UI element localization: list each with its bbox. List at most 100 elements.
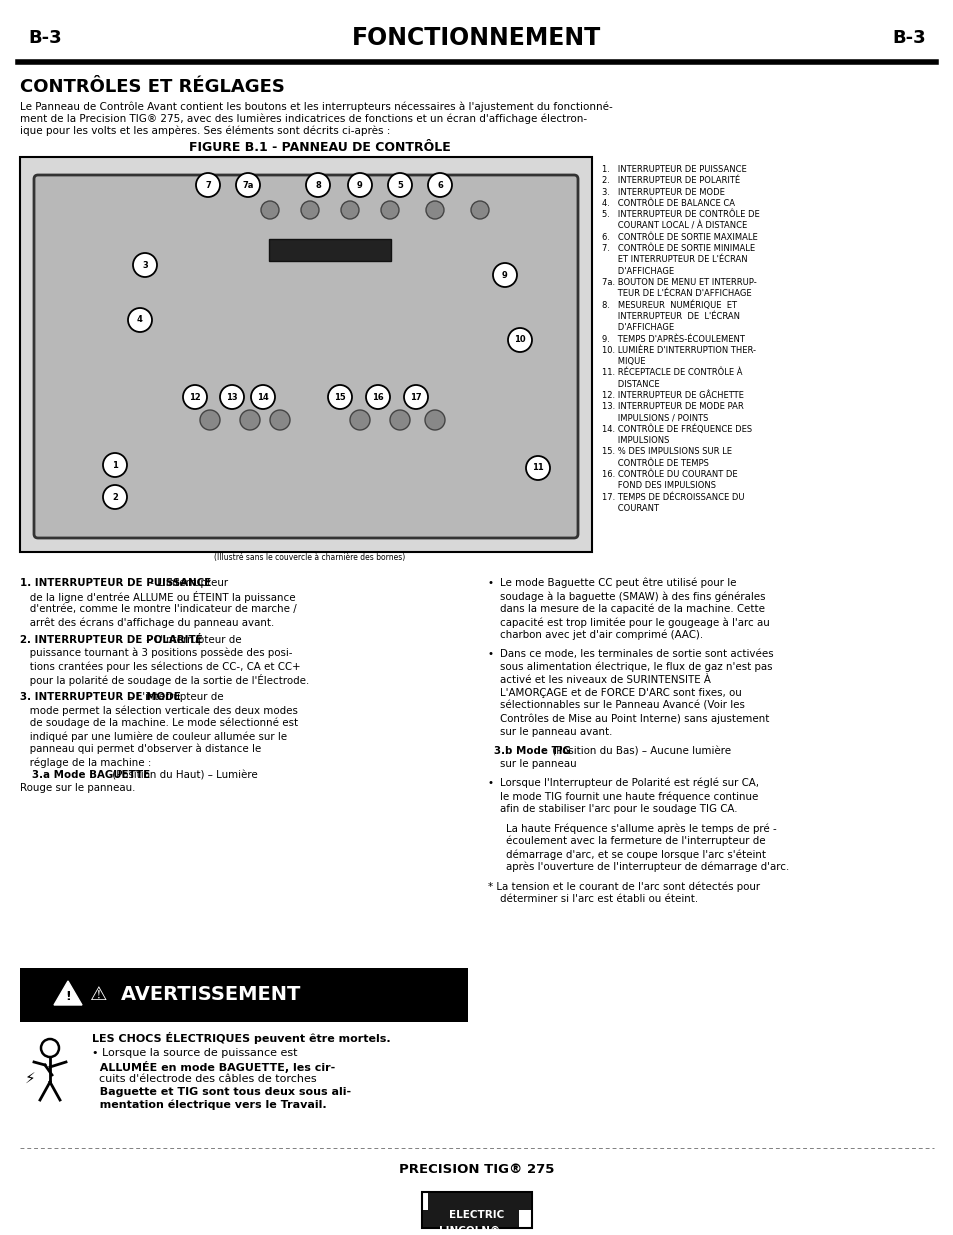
Text: sous alimentation électrique, le flux de gaz n'est pas: sous alimentation électrique, le flux de… [499,662,772,673]
Circle shape [350,410,370,430]
Text: 7.   CONTRÔLE DE SORTIE MINIMALE: 7. CONTRÔLE DE SORTIE MINIMALE [601,245,755,253]
Text: B-3: B-3 [891,28,925,47]
Text: 3.   INTERRUPTEUR DE MODE: 3. INTERRUPTEUR DE MODE [601,188,724,196]
Text: (Position du Haut) – Lumière: (Position du Haut) – Lumière [110,769,258,781]
Circle shape [388,173,412,198]
Text: (Illustré sans le couvercle à charnière des bornes): (Illustré sans le couvercle à charnière … [214,553,405,562]
Text: PRECISION TIG® 275: PRECISION TIG® 275 [399,1163,554,1176]
Text: 2. INTERRUPTEUR DE POLARITÉ: 2. INTERRUPTEUR DE POLARITÉ [20,635,203,645]
Text: arrêt des écrans d'affichage du panneau avant.: arrêt des écrans d'affichage du panneau … [20,618,274,627]
Text: cuits d'électrode des câbles de torches: cuits d'électrode des câbles de torches [91,1074,316,1084]
Text: – L'interrupteur de: – L'interrupteur de [125,692,223,701]
Text: mentation électrique vers le Travail.: mentation électrique vers le Travail. [91,1100,326,1110]
Circle shape [103,485,127,509]
Text: CONTRÔLES ET RÉGLAGES: CONTRÔLES ET RÉGLAGES [20,78,285,96]
Text: INTERRUPTEUR  DE  L'ÉCRAN: INTERRUPTEUR DE L'ÉCRAN [601,312,740,321]
Text: dans la mesure de la capacité de la machine. Cette: dans la mesure de la capacité de la mach… [499,604,764,615]
Text: LINCOLN®: LINCOLN® [439,1226,500,1235]
Circle shape [183,385,207,409]
Text: 3.a Mode BAGUETTE: 3.a Mode BAGUETTE [32,769,150,781]
Text: FONCTIONNEMENT: FONCTIONNEMENT [352,26,601,49]
Text: 2: 2 [112,493,118,501]
Text: tions crantées pour les sélections de CC-, CA et CC+: tions crantées pour les sélections de CC… [20,661,300,672]
Text: 7a: 7a [242,180,253,189]
Circle shape [195,173,220,198]
Circle shape [348,173,372,198]
Text: •: • [488,650,494,659]
FancyBboxPatch shape [428,1193,531,1210]
Text: 6: 6 [436,180,442,189]
Text: activé et les niveaux de SURINTENSITE À: activé et les niveaux de SURINTENSITE À [499,676,710,685]
Text: TEUR DE L'ÉCRAN D'AFFICHAGE: TEUR DE L'ÉCRAN D'AFFICHAGE [601,289,751,299]
Circle shape [493,263,517,287]
Text: 8.   MESUREUR  NUMÉRIQUE  ET: 8. MESUREUR NUMÉRIQUE ET [601,300,737,310]
Text: Dans ce mode, les terminales de sortie sont activées: Dans ce mode, les terminales de sortie s… [499,650,773,659]
Circle shape [366,385,390,409]
Text: de soudage de la machine. Le mode sélectionné est: de soudage de la machine. Le mode sélect… [20,718,297,729]
Text: 9: 9 [501,270,507,279]
Circle shape [471,201,489,219]
Circle shape [261,201,278,219]
Text: 1. INTERRUPTEUR DE PUISSANCE: 1. INTERRUPTEUR DE PUISSANCE [20,578,211,588]
Text: !: ! [65,989,71,1003]
Text: écoulement avec la fermeture de l'interrupteur de: écoulement avec la fermeture de l'interr… [505,836,765,846]
Circle shape [270,410,290,430]
Text: 16: 16 [372,393,383,401]
Text: 11: 11 [532,463,543,473]
Text: 4: 4 [137,315,143,325]
Text: 17: 17 [410,393,421,401]
FancyBboxPatch shape [269,240,391,261]
Circle shape [428,173,452,198]
Text: D'AFFICHAGE: D'AFFICHAGE [601,267,674,275]
Text: 9.   TEMPS D'APRÈS-ÉCOULEMENT: 9. TEMPS D'APRÈS-ÉCOULEMENT [601,335,744,343]
Text: 3: 3 [142,261,148,269]
Text: B-3: B-3 [28,28,62,47]
Text: 9: 9 [356,180,362,189]
Text: 8: 8 [314,180,320,189]
Circle shape [128,308,152,332]
Text: 1: 1 [112,461,118,469]
Text: sur le panneau avant.: sur le panneau avant. [499,727,612,737]
Text: 6.   CONTRÔLE DE SORTIE MAXIMALE: 6. CONTRÔLE DE SORTIE MAXIMALE [601,233,757,242]
Circle shape [507,329,532,352]
Text: pour la polarité de soudage de la sortie de l'Électrode.: pour la polarité de soudage de la sortie… [20,674,309,685]
Text: puissance tournant à 3 positions possède des posi-: puissance tournant à 3 positions possède… [20,648,293,658]
Text: 7a. BOUTON DE MENU ET INTERRUP-: 7a. BOUTON DE MENU ET INTERRUP- [601,278,756,287]
Text: MIQUE: MIQUE [601,357,645,366]
Text: déterminer si l'arc est établi ou éteint.: déterminer si l'arc est établi ou éteint… [499,894,698,904]
Text: ALLUMÉE en mode BAGUETTE, les cir-: ALLUMÉE en mode BAGUETTE, les cir- [91,1061,335,1073]
Text: 1.   INTERRUPTEUR DE PUISSANCE: 1. INTERRUPTEUR DE PUISSANCE [601,165,746,174]
Text: 14: 14 [257,393,269,401]
Text: •: • [488,578,494,588]
Text: Contrôles de Mise au Point Interne) sans ajustement: Contrôles de Mise au Point Interne) sans… [499,714,768,725]
Text: de la ligne d'entrée ALLUME ou ÉTEINT la puissance: de la ligne d'entrée ALLUME ou ÉTEINT la… [20,592,295,603]
Text: démarrage d'arc, et se coupe lorsque l'arc s'éteint: démarrage d'arc, et se coupe lorsque l'a… [505,848,765,860]
Text: L'AMORÇAGE et de FORCE D'ARC sont fixes, ou: L'AMORÇAGE et de FORCE D'ARC sont fixes,… [499,688,741,698]
Text: sur le panneau: sur le panneau [499,760,576,769]
Text: Le mode Baguette CC peut être utilisé pour le: Le mode Baguette CC peut être utilisé po… [499,578,736,589]
Text: ique pour les volts et les ampères. Ses éléments sont décrits ci-après :: ique pour les volts et les ampères. Ses … [20,125,390,136]
Text: DISTANCE: DISTANCE [601,379,659,389]
Text: 2.   INTERRUPTEUR DE POLARITÉ: 2. INTERRUPTEUR DE POLARITÉ [601,177,740,185]
Text: capacité est trop limitée pour le gougeage à l'arc au: capacité est trop limitée pour le gougea… [499,618,769,627]
Text: 3. INTERRUPTEUR DE MODE: 3. INTERRUPTEUR DE MODE [20,692,181,701]
Text: 15. % DES IMPULSIONS SUR LE: 15. % DES IMPULSIONS SUR LE [601,447,731,457]
Text: FIGURE B.1 - PANNEAU DE CONTRÔLE: FIGURE B.1 - PANNEAU DE CONTRÔLE [189,141,451,154]
Circle shape [525,456,550,480]
Text: 12: 12 [189,393,201,401]
Text: ELECTRIC: ELECTRIC [449,1210,504,1220]
Text: FOND DES IMPULSIONS: FOND DES IMPULSIONS [601,482,716,490]
Text: ⚠  AVERTISSEMENT: ⚠ AVERTISSEMENT [90,986,300,1004]
Text: •: • [488,778,494,788]
Circle shape [251,385,274,409]
Text: ⚡: ⚡ [25,1071,35,1086]
Text: CONTRÔLE DE TEMPS: CONTRÔLE DE TEMPS [601,458,708,468]
Text: D'AFFICHAGE: D'AFFICHAGE [601,324,674,332]
Text: 11. RÉCEPTACLE DE CONTRÔLE À: 11. RÉCEPTACLE DE CONTRÔLE À [601,368,741,378]
FancyBboxPatch shape [421,1192,532,1228]
Text: • Lorsque la source de puissance est: • Lorsque la source de puissance est [91,1049,297,1058]
Text: réglage de la machine :: réglage de la machine : [20,757,152,767]
Circle shape [301,201,318,219]
Text: LES CHOCS ÉLECTRIQUES peuvent être mortels.: LES CHOCS ÉLECTRIQUES peuvent être morte… [91,1032,390,1044]
Text: mode permet la sélection verticale des deux modes: mode permet la sélection verticale des d… [20,705,297,715]
